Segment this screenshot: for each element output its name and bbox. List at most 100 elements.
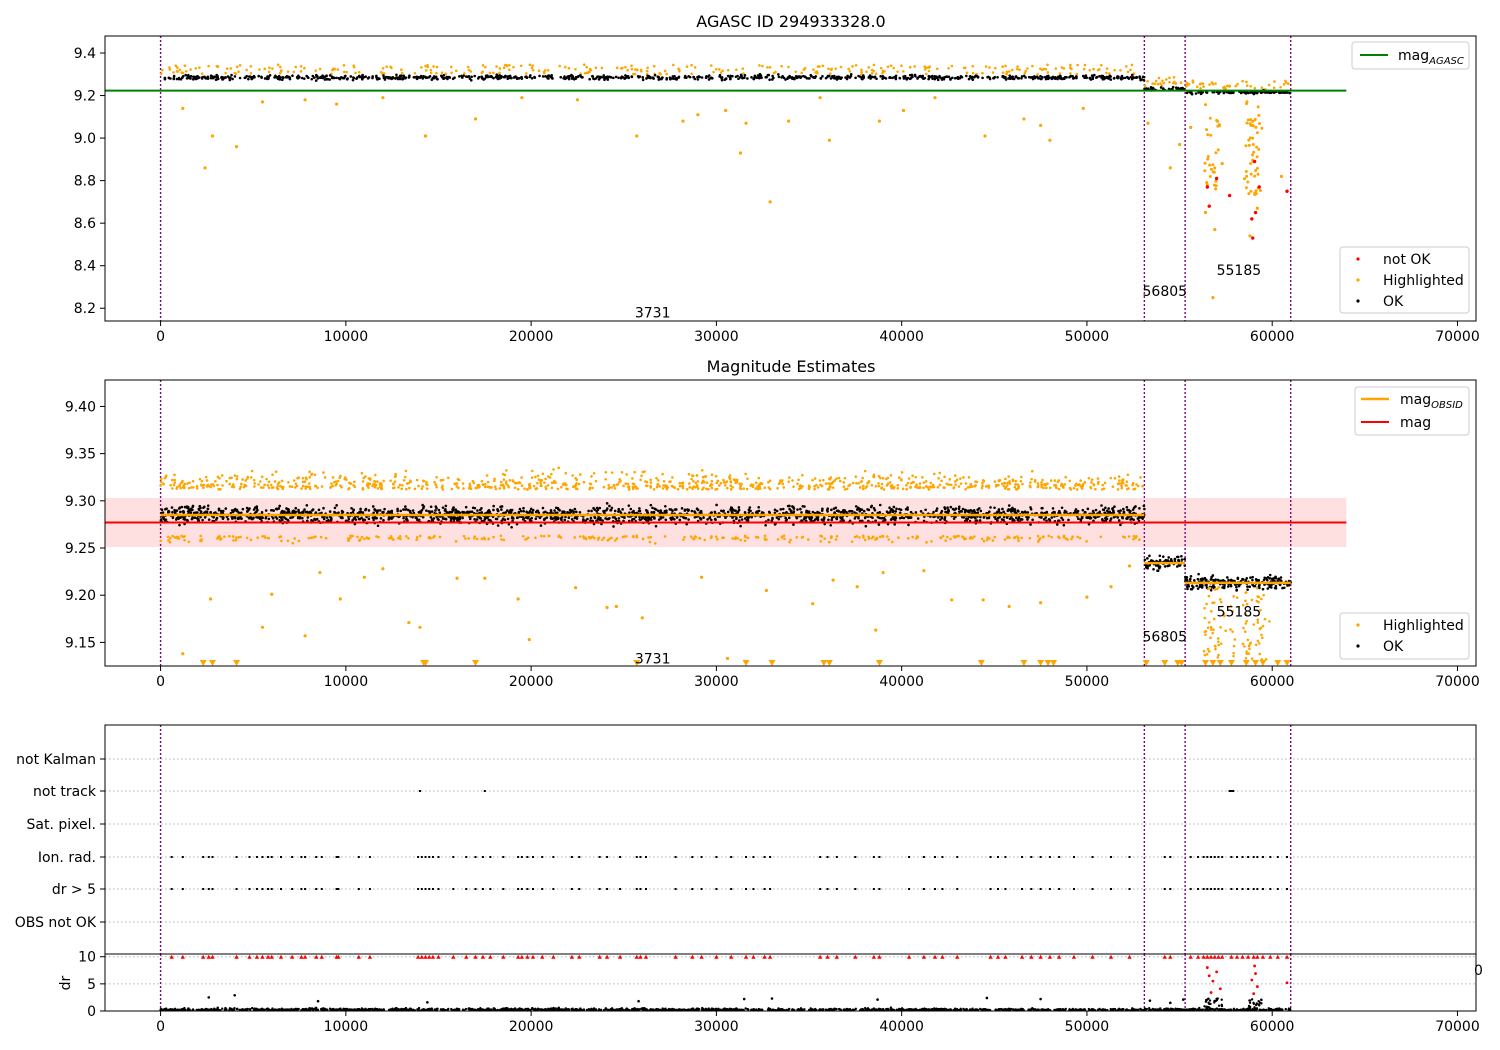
ok-point <box>1226 576 1229 579</box>
highlighted-point <box>1179 81 1183 84</box>
ok-point <box>495 517 499 521</box>
ok-point <box>549 509 553 512</box>
highlighted-point <box>806 538 810 541</box>
highlighted-point <box>304 476 308 479</box>
highlighted-point <box>693 66 697 69</box>
highlighted-point <box>1028 484 1032 487</box>
ok-point <box>387 517 391 521</box>
highlighted-point <box>331 476 335 479</box>
ok-point <box>1286 584 1289 587</box>
highlighted-point <box>831 486 835 489</box>
highlighted-point <box>604 477 607 481</box>
ok-point <box>544 510 547 514</box>
ok-point <box>675 516 679 519</box>
ok-point <box>738 76 742 79</box>
highlighted-point <box>835 477 838 480</box>
ok-point <box>598 76 602 80</box>
highlighted-point <box>382 72 386 75</box>
ok-point <box>300 76 304 80</box>
highlighted-point <box>1187 82 1191 86</box>
ok-point <box>171 510 174 514</box>
ok-point <box>909 76 913 80</box>
highlighted-point <box>159 484 162 487</box>
highlighted-point <box>526 488 529 491</box>
ok-point <box>1239 91 1243 94</box>
ok-point <box>686 508 689 511</box>
ok-point <box>832 76 836 80</box>
ok-point <box>559 75 563 79</box>
highlighted-point <box>466 65 470 69</box>
highlighted-point <box>850 540 854 543</box>
highlighted-point <box>641 537 645 541</box>
ok-point <box>754 511 758 514</box>
highlighted-point <box>1008 482 1012 485</box>
highlighted-point <box>1242 177 1246 181</box>
highlighted-point <box>734 478 738 482</box>
ok-point <box>315 517 319 521</box>
highlighted-point <box>567 66 571 70</box>
ok-point <box>247 75 251 78</box>
ok-point <box>197 519 201 522</box>
highlighted-point <box>1231 630 1234 633</box>
highlighted-point <box>615 66 619 70</box>
ok-point <box>286 76 289 79</box>
highlighted-point <box>267 480 271 484</box>
highlighted-point <box>931 483 935 487</box>
ok-point <box>529 519 532 522</box>
highlighted-point <box>665 485 669 488</box>
highlighted-point <box>505 63 508 67</box>
ok-point <box>1104 516 1107 520</box>
ok-point <box>595 509 598 513</box>
highlighted-point <box>205 479 209 482</box>
highlighted-point <box>1122 535 1125 538</box>
highlighted-point <box>187 540 191 544</box>
ok-point <box>656 75 660 79</box>
ok-point <box>241 507 245 511</box>
ok-point <box>202 506 205 510</box>
highlighted-point <box>1057 535 1060 538</box>
highlighted-point <box>1250 657 1254 660</box>
highlighted-point <box>291 541 295 545</box>
highlighted-point <box>435 71 438 75</box>
ok-point <box>1245 91 1249 94</box>
highlighted-point <box>1251 143 1255 147</box>
ok-point <box>1056 77 1059 81</box>
ok-point <box>1200 586 1204 589</box>
highlighted-point <box>1040 481 1043 484</box>
highlighted-point <box>1048 486 1052 490</box>
ok-point <box>239 516 242 520</box>
highlighted-point <box>961 535 964 538</box>
highlighted-point <box>1214 151 1218 155</box>
ok-point <box>278 504 281 508</box>
highlighted-point <box>371 484 374 488</box>
highlighted-point <box>402 478 406 482</box>
ok-point <box>943 517 947 520</box>
ok-point <box>953 76 957 80</box>
ok-point <box>1196 577 1200 581</box>
ok-point <box>206 77 210 80</box>
highlighted-point <box>1160 84 1163 87</box>
ok-point <box>328 510 332 513</box>
ok-point <box>688 75 692 79</box>
ok-point <box>480 75 483 78</box>
ok-point <box>779 508 783 511</box>
highlighted-point <box>801 473 804 477</box>
highlighted-point <box>273 480 277 483</box>
highlighted-point <box>225 479 228 483</box>
ok-point <box>1246 588 1249 591</box>
ok-point <box>1029 506 1032 509</box>
highlighted-point <box>897 536 900 539</box>
highlighted-point <box>221 484 224 487</box>
ok-point <box>350 506 353 510</box>
highlighted-point <box>619 67 623 70</box>
highlighted-point <box>356 535 359 539</box>
ok-point <box>1161 555 1165 558</box>
highlighted-point <box>649 535 653 539</box>
highlighted-point <box>577 482 581 486</box>
highlighted-point <box>1260 126 1264 130</box>
ok-point <box>349 75 353 78</box>
highlighted-point <box>493 485 497 489</box>
highlighted-point <box>710 482 713 486</box>
ok-point <box>301 516 304 520</box>
ok-point <box>498 77 501 80</box>
